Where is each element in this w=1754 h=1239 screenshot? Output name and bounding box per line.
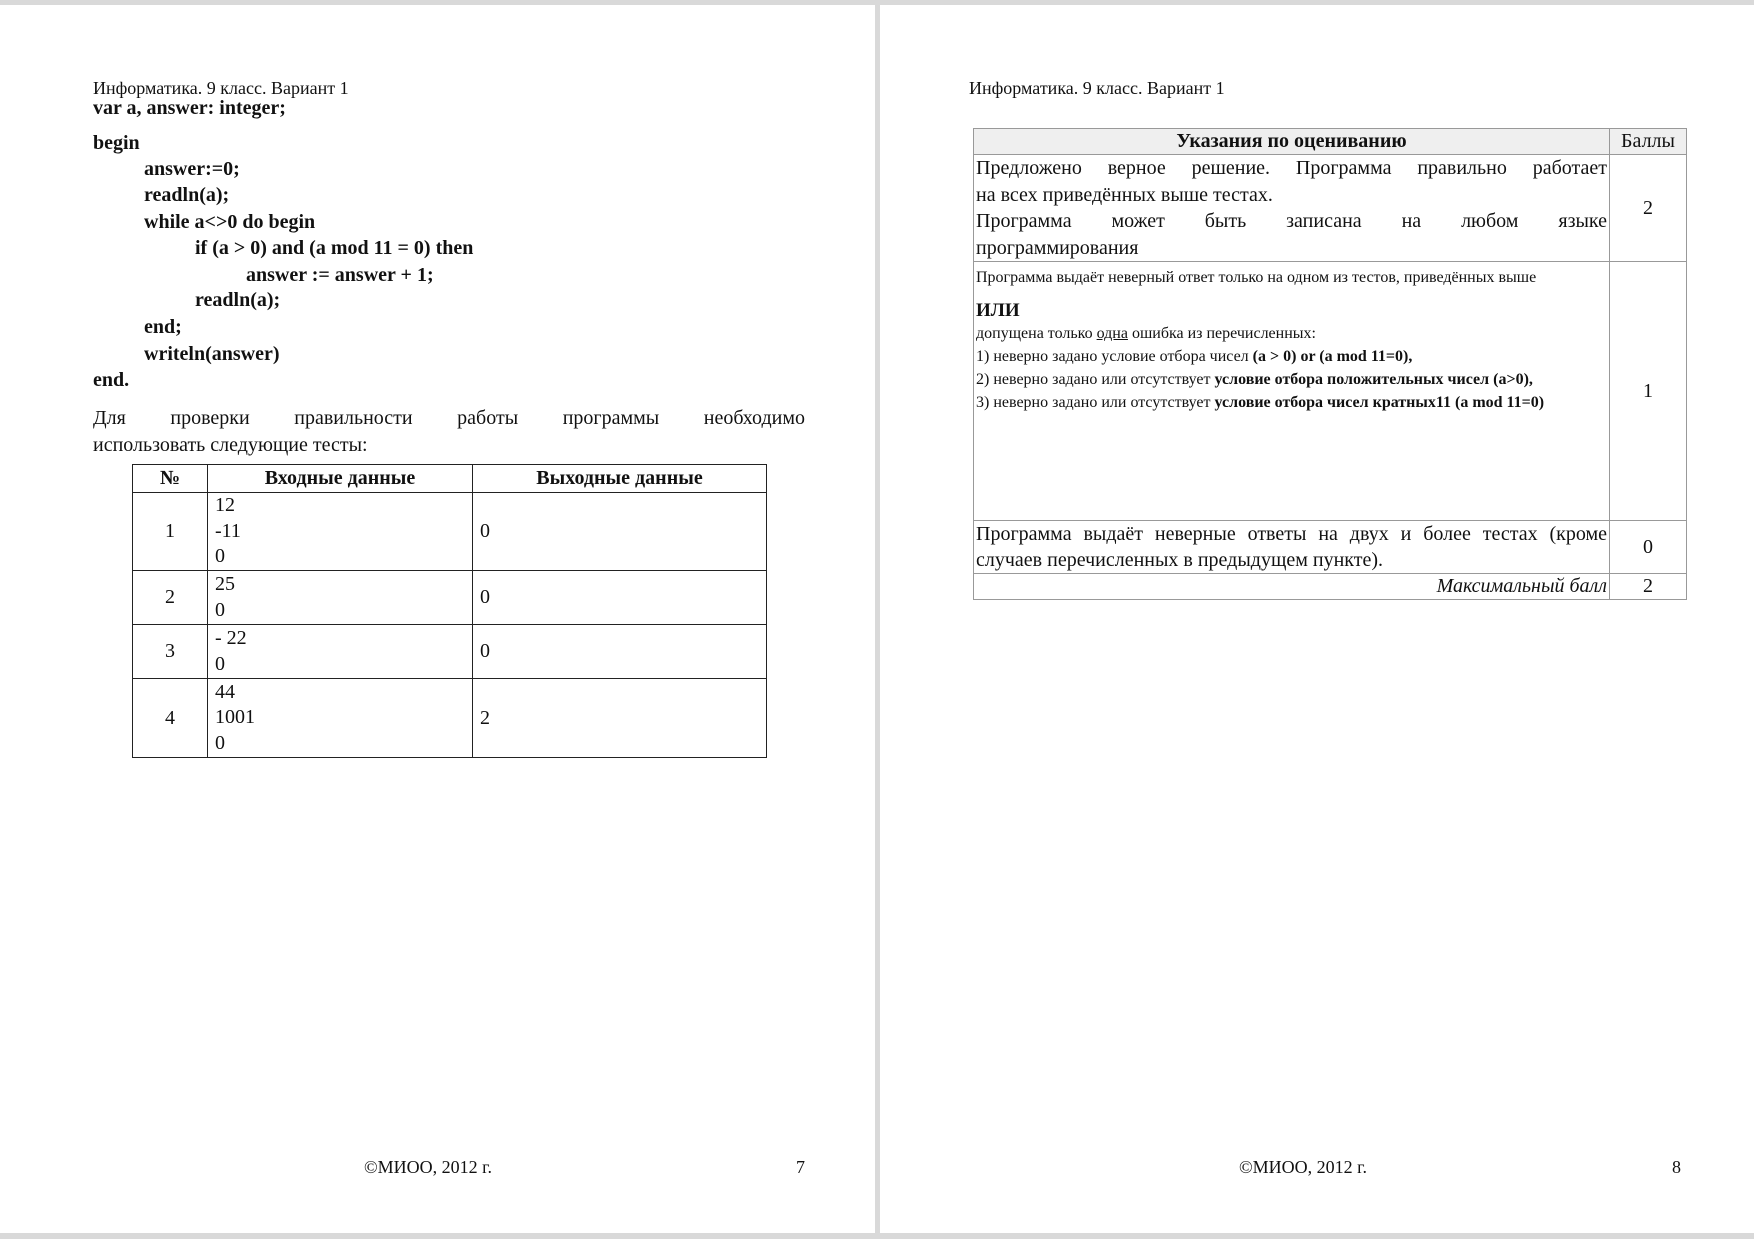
test-number: 4 bbox=[132, 678, 208, 758]
column-header: Входные данные bbox=[207, 464, 473, 493]
table-row: 4 44 1001 0 2 bbox=[132, 678, 767, 758]
grading-table: Указания по оцениванию Баллы Предложено … bbox=[973, 128, 1687, 600]
input-cell: 25 0 bbox=[207, 570, 473, 625]
input-value: - 22 bbox=[215, 627, 247, 649]
input-value: -11 bbox=[215, 519, 241, 542]
input-value: 0 bbox=[215, 652, 225, 675]
points-cell: 1 bbox=[1609, 261, 1687, 521]
input-value: 0 bbox=[215, 545, 225, 568]
bold-text: (a > 0) or (a mod 11=0), bbox=[1252, 348, 1413, 365]
text-line: Предложено верное решение. Программа пра… bbox=[976, 157, 1607, 179]
text: допущена только bbox=[976, 325, 1097, 342]
code-line: var a, answer: integer; bbox=[93, 97, 286, 119]
column-header: Выходные данные bbox=[472, 464, 767, 493]
input-cell: 44 1001 0 bbox=[207, 678, 473, 758]
points-cell: 2 bbox=[1609, 154, 1687, 262]
max-score-label: Максимальный балл bbox=[973, 573, 1610, 600]
criteria-cell: Предложено верное решение. Программа пра… bbox=[973, 154, 1610, 262]
points-cell: 0 bbox=[1609, 520, 1687, 574]
list-item: 2) неверно задано или отсутствует услови… bbox=[976, 368, 1607, 391]
code-line: end. bbox=[93, 369, 130, 391]
table-row: 3 - 22 0 0 bbox=[132, 624, 767, 679]
text: 1) неверно задано условие отбора чисел bbox=[976, 348, 1253, 365]
input-cell: - 22 0 bbox=[207, 624, 473, 679]
output-cell: 0 bbox=[472, 492, 767, 571]
input-value: 0 bbox=[215, 731, 225, 754]
text-line: допущена только одна ошибка из перечисле… bbox=[976, 322, 1607, 345]
output-cell: 0 bbox=[472, 570, 767, 625]
code-line: answer := answer + 1; bbox=[246, 264, 434, 286]
text-line: Программа может быть записана на любом я… bbox=[976, 210, 1607, 232]
table-row: 1 12 -11 0 0 bbox=[132, 492, 767, 571]
footer-copyright: ©МИОО, 2012 г. bbox=[1239, 1157, 1368, 1177]
text-line: программирования bbox=[976, 236, 1139, 259]
text: 2) неверно задано или отсутствует bbox=[976, 371, 1215, 388]
table-row: Программа выдаёт неверные ответы на двух… bbox=[973, 520, 1687, 574]
paragraph-line: использовать следующие тесты: bbox=[93, 434, 368, 456]
bold-text: условие отбора положительных чисел (a>0) bbox=[1214, 371, 1529, 388]
column-header: Указания по оцениванию bbox=[973, 128, 1610, 155]
max-score-value: 2 bbox=[1609, 573, 1687, 600]
table-row: Предложено верное решение. Программа пра… bbox=[973, 154, 1687, 262]
criteria-cell: Программа выдаёт неверный ответ только н… bbox=[973, 261, 1610, 521]
test-number: 2 bbox=[132, 570, 208, 625]
code-line: while a<>0 do begin bbox=[144, 211, 316, 233]
bold-text: условие отбора чисел кратных11 (a mod 11… bbox=[1214, 394, 1545, 411]
footer-copyright: ©МИОО, 2012 г. bbox=[364, 1157, 493, 1177]
input-cell: 12 -11 0 bbox=[207, 492, 473, 571]
input-value: 44 bbox=[215, 680, 235, 703]
or-label: ИЛИ bbox=[976, 300, 1020, 321]
text: ошибка из перечисленных: bbox=[1127, 325, 1316, 342]
code-line: answer:=0; bbox=[144, 158, 240, 180]
page-number: 8 bbox=[1672, 1157, 1681, 1177]
input-value: 1001 bbox=[215, 706, 255, 729]
page-header: Информатика. 9 класс. Вариант 1 bbox=[93, 78, 349, 98]
table-header-row: Указания по оцениванию Баллы bbox=[973, 128, 1687, 155]
code-line: readln(a); bbox=[144, 184, 230, 206]
column-header: Баллы bbox=[1609, 128, 1687, 155]
test-number: 1 bbox=[132, 492, 208, 571]
table-header-row: № Входные данные Выходные данные bbox=[132, 464, 767, 493]
output-cell: 0 bbox=[472, 624, 767, 679]
paragraph-line: Для проверки правильности работы програм… bbox=[93, 407, 805, 429]
table-row: Программа выдаёт неверный ответ только н… bbox=[973, 261, 1687, 521]
table-row: 2 25 0 0 bbox=[132, 570, 767, 625]
page-8: Информатика. 9 класс. Вариант 1 Указания… bbox=[880, 5, 1754, 1233]
input-value: 25 bbox=[215, 573, 235, 595]
criteria-cell: Программа выдаёт неверные ответы на двух… bbox=[973, 520, 1610, 574]
page-header: Информатика. 9 класс. Вариант 1 bbox=[969, 78, 1225, 98]
code-line: if (a > 0) and (a mod 11 = 0) then bbox=[195, 237, 474, 259]
text-line: Программа выдаёт неверный ответ только н… bbox=[976, 269, 1537, 286]
bold-text: , bbox=[1528, 371, 1533, 388]
text: 3) неверно задано или отсутствует bbox=[976, 394, 1215, 411]
output-cell: 2 bbox=[472, 678, 767, 758]
list-item: 3) неверно задано или отсутствует услови… bbox=[976, 391, 1607, 414]
page-7: Информатика. 9 класс. Вариант 1 var a, a… bbox=[0, 5, 875, 1233]
test-number: 3 bbox=[132, 624, 208, 679]
input-value: 12 bbox=[215, 494, 235, 517]
tests-table: № Входные данные Выходные данные 1 12 -11 0… bbox=[132, 464, 767, 758]
instruction-paragraph: Для проверки правильности работы програм… bbox=[93, 405, 805, 459]
text-line: на всех приведённых выше тестах. bbox=[976, 183, 1273, 206]
underlined-text: одна bbox=[1096, 325, 1128, 342]
input-value: 0 bbox=[215, 598, 225, 621]
page-number: 7 bbox=[796, 1157, 805, 1177]
code-line: end; bbox=[144, 316, 182, 338]
column-header: № bbox=[132, 464, 208, 493]
list-item: 1) неверно задано условие отбора чисел (… bbox=[976, 345, 1607, 368]
code-line: writeln(answer) bbox=[144, 343, 280, 365]
code-line: readln(a); bbox=[195, 289, 281, 311]
table-row: Максимальный балл 2 bbox=[973, 573, 1687, 600]
code-line: begin bbox=[93, 132, 140, 154]
